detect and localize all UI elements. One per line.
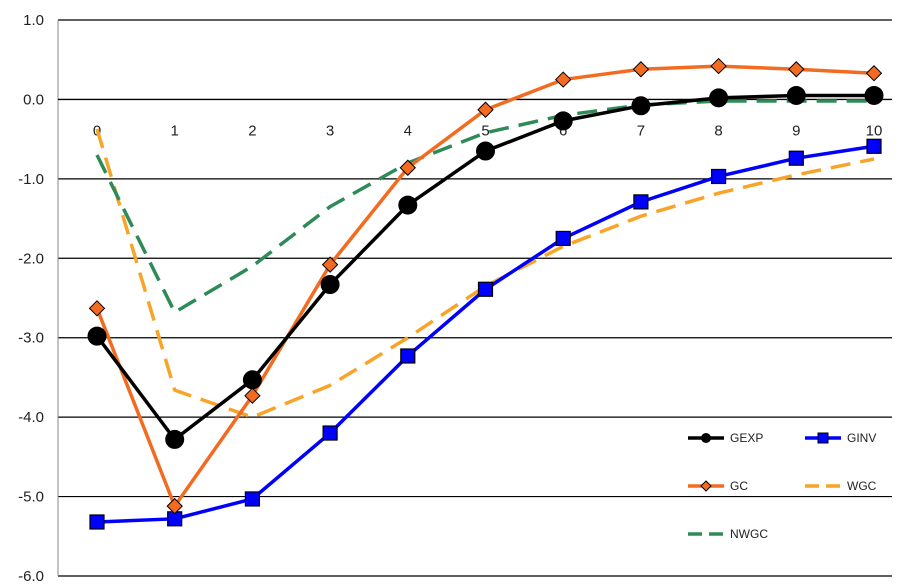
data-point-gc xyxy=(865,65,883,82)
legend-label-wgc: WGC xyxy=(847,479,877,493)
y-tick-label: 0.0 xyxy=(23,91,44,108)
data-point-gc xyxy=(88,300,106,317)
data-point-gc xyxy=(399,159,417,176)
x-tick-label: 1 xyxy=(171,122,179,139)
data-point-gexp xyxy=(864,85,884,105)
data-point-gc xyxy=(554,71,572,88)
y-tick-label: 1.0 xyxy=(23,12,44,29)
data-point-gc xyxy=(632,61,650,78)
legend-label-ginv: GINV xyxy=(847,431,876,445)
y-tick-label: -1.0 xyxy=(18,171,44,188)
data-point-gexp xyxy=(87,326,107,346)
data-point-ginv xyxy=(322,425,338,441)
data-point-gexp xyxy=(398,195,418,215)
y-tick-label: -4.0 xyxy=(18,409,44,426)
data-point-gexp xyxy=(709,88,729,108)
y-tick-label: -6.0 xyxy=(18,568,44,585)
data-point-gexp xyxy=(242,370,262,390)
x-tick-label: 6 xyxy=(559,122,567,139)
y-tick-label: -2.0 xyxy=(18,250,44,267)
data-point-gc xyxy=(244,387,261,404)
data-point-ginv xyxy=(244,491,260,507)
data-point-ginv xyxy=(710,168,727,185)
series-line-wgc xyxy=(95,128,875,419)
data-point-ginv xyxy=(633,194,649,210)
gridlines xyxy=(58,19,892,577)
data-point-ginv xyxy=(866,138,882,154)
data-point-gexp xyxy=(476,141,495,161)
data-point-gc xyxy=(166,497,183,515)
data-point-ginv xyxy=(400,348,416,364)
data-point-gexp xyxy=(553,111,573,131)
legend: GEXP GINV GC WGC NWGC xyxy=(688,431,877,541)
x-tick-label: 8 xyxy=(714,122,722,139)
x-tick-label: 4 xyxy=(404,122,412,139)
legend-marker-gexp xyxy=(701,433,711,443)
x-tick-label: 7 xyxy=(637,122,645,139)
data-point-gc xyxy=(710,57,727,75)
data-point-gexp xyxy=(786,85,806,105)
data-point-ginv xyxy=(555,230,571,247)
legend-label-nwgc: NWGC xyxy=(730,527,768,541)
y-tick-label: -5.0 xyxy=(18,489,44,506)
axes: 1.00.0-1.0-2.0-3.0-4.0-5.0-6.00 1 2 3 4 5 6 7 8 9… xyxy=(18,12,892,585)
data-point-gc xyxy=(788,61,805,78)
series-line-nwgc xyxy=(95,99,874,315)
data-point-gc xyxy=(477,101,494,118)
data-point-gexp xyxy=(631,96,651,116)
series-markers xyxy=(87,57,884,530)
legend-label-gexp: GEXP xyxy=(730,431,763,445)
x-tick-label: 3 xyxy=(326,122,334,139)
data-point-ginv xyxy=(788,150,804,166)
y-tick-label: -3.0 xyxy=(18,330,44,347)
data-point-ginv xyxy=(89,514,105,530)
series-line-ginv xyxy=(96,144,875,524)
legend-marker-gc xyxy=(700,480,712,492)
data-point-ginv xyxy=(477,281,494,297)
x-tick-label: 2 xyxy=(248,122,256,139)
data-point-gc xyxy=(321,256,339,273)
legend-marker-ginv xyxy=(817,432,829,444)
legend-label-gc: GC xyxy=(730,479,748,493)
x-tick-label: 9 xyxy=(792,122,800,139)
data-point-gexp xyxy=(320,274,340,294)
data-point-gexp xyxy=(165,429,185,449)
x-tick-label: 10 xyxy=(866,122,883,139)
x-tick-label: 5 xyxy=(481,122,489,139)
